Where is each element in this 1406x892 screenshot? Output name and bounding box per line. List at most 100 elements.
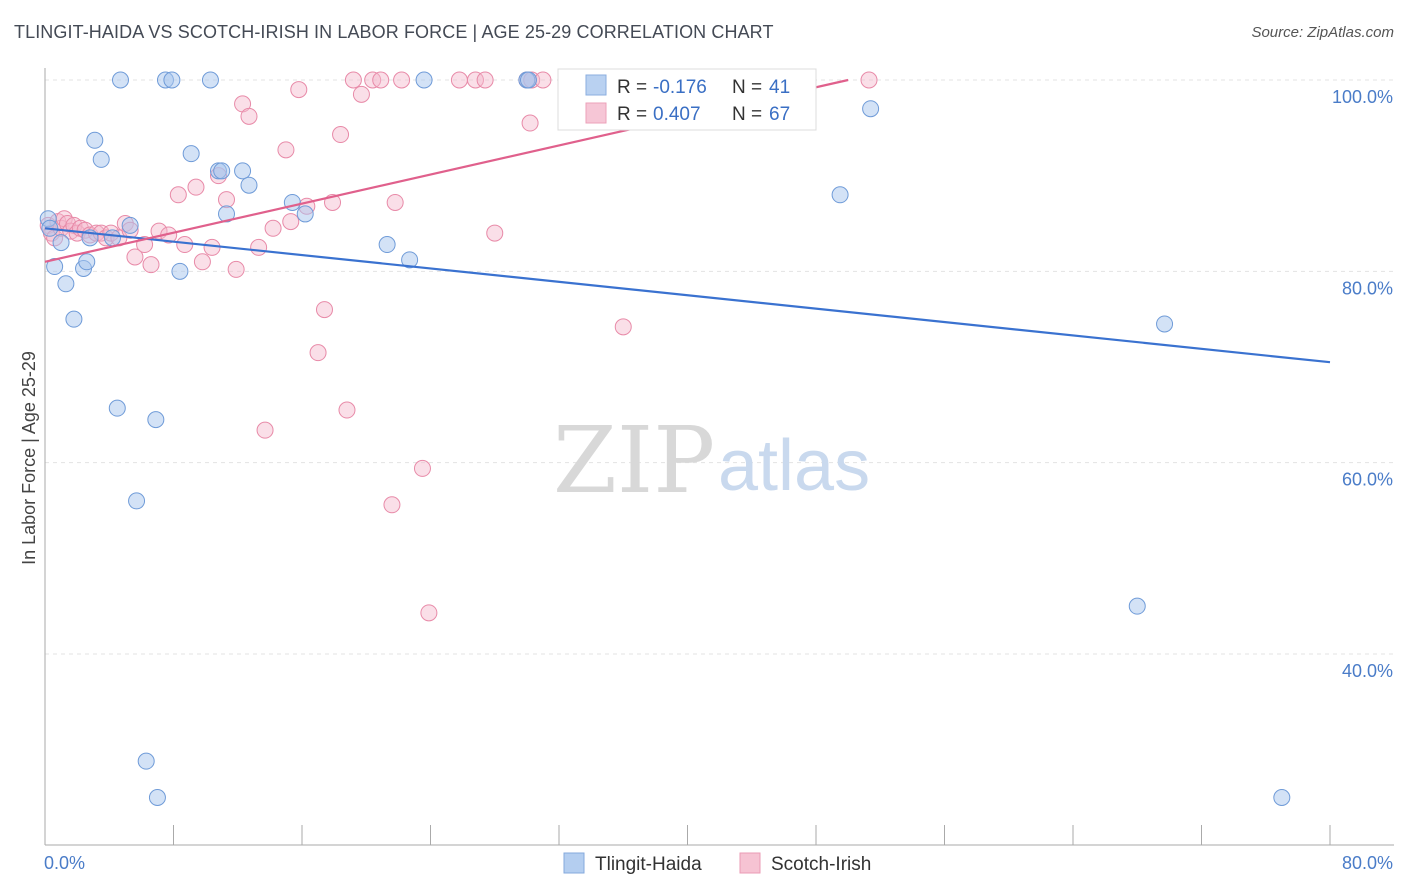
scatter-point-scotch-irish [142,256,160,274]
scatter-point-scotch-irish [264,219,282,237]
legend-n-value-2: 67 [769,104,790,125]
scatter-point-scotch-irish [486,224,504,242]
watermark: ZIP atlas [553,407,870,514]
scatter-point-tlingit-haida [121,216,139,234]
legend-r-label-2: R = [617,104,647,125]
scatter-point-scotch-irish [344,71,362,89]
bottom-legend: Tlingit-Haida Scotch-Irish [563,852,871,875]
legend-r-value-1: -0.176 [653,77,707,98]
legend-r-label-1: R = [617,77,647,98]
scatter-point-tlingit-haida [213,162,231,180]
source-label: Source: ZipAtlas.com [1251,24,1394,41]
scatter-point-tlingit-haida [52,234,70,252]
x-tick-label-min: 0.0% [44,853,85,873]
scatter-point-scotch-irish [614,318,632,336]
scatter-point-tlingit-haida [65,310,83,328]
scatter-point-tlingit-haida [415,71,433,89]
scatter-point-scotch-irish [169,186,187,204]
scatter-point-scotch-irish [466,71,484,89]
y-axis-title: In Labor Force | Age 25-29 [19,351,39,565]
scatter-point-scotch-irish [290,81,308,99]
y-tick-labels: 100.0% 80.0% 60.0% 40.0% [1332,87,1393,681]
scatter-point-tlingit-haida [128,492,146,510]
scatter-point-scotch-irish [393,71,411,89]
scatter-point-scotch-irish [193,253,211,271]
scatter-point-tlingit-haida [296,205,314,223]
scatter-point-scotch-irish [372,71,390,89]
y-tick-label: 100.0% [1332,87,1393,107]
scatter-point-tlingit-haida [171,262,189,280]
scatter-point-scotch-irish [476,71,494,89]
y-tick-label: 60.0% [1342,470,1393,490]
y-tick-label: 80.0% [1342,278,1393,298]
scatter-point-scotch-irish [383,496,401,514]
scatter-point-scotch-irish [860,71,878,89]
scatter-point-scotch-irish [534,71,552,89]
scatter-point-tlingit-haida [86,131,104,149]
scatter-point-tlingit-haida [401,251,419,269]
scatter-point-tlingit-haida [862,100,880,118]
scatter-point-scotch-irish [450,71,468,89]
legend-r-value-2: 0.407 [653,104,701,125]
scatter-point-scotch-irish [227,260,245,278]
legend: R = -0.176 N = 41 R = 0.407 N = 67 [557,68,817,131]
legend-n-label-1: N = [732,77,762,98]
legend-swatch-blue [585,74,607,96]
scatter-point-scotch-irish [315,301,333,319]
legend-swatch-pink [585,102,607,124]
scatter-point-tlingit-haida [57,275,75,293]
trend-line-tlingit-haida [44,227,1331,364]
scatter-point-scotch-irish [521,114,539,132]
scatter-point-scotch-irish [386,193,404,211]
scatter-point-scotch-irish [126,248,144,266]
scatter-point-tlingit-haida [1128,597,1146,615]
scatter-point-scotch-irish [176,236,194,254]
scatter-point-tlingit-haida [108,399,126,417]
scatter-point-tlingit-haida [92,150,110,168]
scatter-point-scotch-irish [187,178,205,196]
scatter-point-tlingit-haida [163,71,181,89]
scatter-point-scotch-irish [420,604,438,622]
scatter-point-scotch-irish [282,213,300,231]
scatter-point-scotch-irish [218,191,236,209]
scatter-point-scotch-irish [250,238,268,256]
scatter-point-tlingit-haida [240,176,258,194]
scatter-point-scotch-irish [256,421,274,439]
scatter-point-scotch-irish [240,107,258,125]
scatter-point-scotch-irish [277,141,295,159]
scatter-point-tlingit-haida [831,186,849,204]
scatter-point-scotch-irish [338,401,356,419]
bottom-legend-swatch-blue [563,852,585,874]
legend-n-label-2: N = [732,104,762,125]
scatter-point-tlingit-haida [182,145,200,163]
scatter-point-tlingit-haida [137,752,155,770]
bottom-legend-swatch-pink [739,852,761,874]
scatter-point-tlingit-haida [111,71,129,89]
scatter-point-tlingit-haida [519,71,537,89]
x-tick-label-max: 80.0% [1342,853,1393,873]
scatter-point-tlingit-haida [378,236,396,254]
series-scotch-irish [39,71,878,622]
scatter-point-tlingit-haida [201,71,219,89]
scatter-point-scotch-irish [413,459,431,477]
scatter-point-tlingit-haida [1273,789,1291,806]
scatter-point-tlingit-haida [147,411,165,429]
chart-title: TLINGIT-HAIDA VS SCOTCH-IRISH IN LABOR F… [14,22,774,42]
scatter-point-tlingit-haida [218,205,236,223]
scatter-point-tlingit-haida [103,229,121,247]
scatter-point-scotch-irish [352,85,370,103]
bottom-legend-label-blue: Tlingit-Haida [595,854,702,875]
scatter-point-scotch-irish [309,344,327,362]
scatter-point-tlingit-haida [234,162,252,180]
scatter-point-scotch-irish [203,238,221,256]
scatter-point-tlingit-haida [148,789,166,806]
watermark-zip: ZIP [553,407,715,514]
y-tick-label: 40.0% [1342,661,1393,681]
axes [44,68,1394,846]
watermark-atlas: atlas [718,426,870,506]
scatter-point-tlingit-haida [78,253,96,271]
scatter-point-scotch-irish [332,126,350,144]
bottom-legend-label-pink: Scotch-Irish [771,854,871,875]
legend-n-value-1: 41 [769,77,790,98]
